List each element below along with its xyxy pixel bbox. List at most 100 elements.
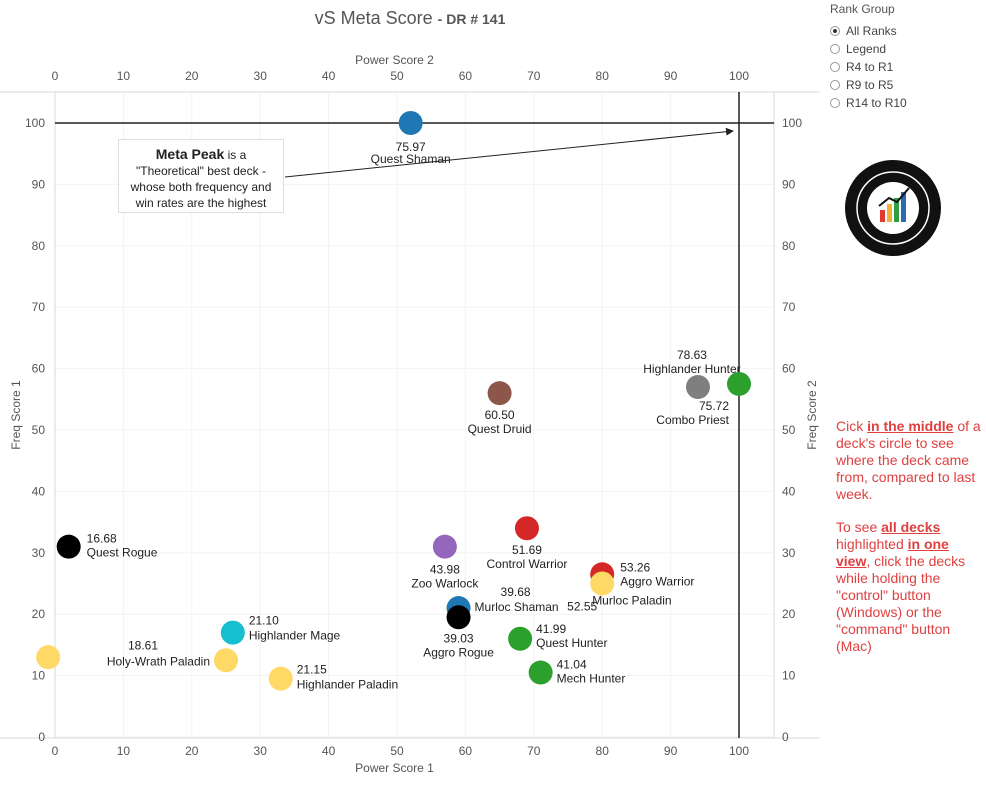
annotation-line2: "Theoretical" best deck - [136,164,266,178]
radio-icon[interactable] [830,26,840,36]
radio-icon[interactable] [830,44,840,54]
x-axis-title-bottom: Power Score 1 [355,761,434,775]
deck-score-label: 43.98 [430,563,460,577]
deck-name-label: Control Warrior [487,557,568,571]
rank-group-filter: Rank Group All Ranks Legend R4 to R1 R9 … [830,2,907,112]
y-tick-label-right: 80 [782,239,796,253]
radio-icon[interactable] [830,62,840,72]
y-tick-label-right: 100 [782,116,802,130]
deck-score-label: 41.04 [557,658,587,672]
deck-name-label: Combo Priest [656,413,729,427]
rank-option-r14-r10[interactable]: R14 to R10 [830,94,907,112]
instructions-paragraph-1: Cick in the middle of a deck's circle to… [836,418,986,503]
deck-name-label: Quest Rogue [87,546,158,560]
note-emphasis: all decks [881,519,941,535]
deck-name-label: Murloc Paladin [592,594,671,608]
annotation-bold: Meta Peak [155,146,225,162]
deck-point[interactable]: 18.61 Holy-Wrath Paladin [107,638,238,673]
y-tick-label-left: 60 [32,362,46,376]
note-text: To see [836,519,882,535]
chart-subtitle: - DR # 141 [437,11,506,27]
deck-circle[interactable] [514,516,539,541]
annotation-line3: whose both frequency and [130,180,272,194]
y-tick-label-right: 60 [782,362,796,376]
deck-circle[interactable] [214,648,238,673]
rank-option-label: R14 to R10 [846,96,907,110]
deck-score-label: 39.03 [444,631,474,645]
deck-score-label: 53.26 [620,560,650,574]
y-tick-label-right: 30 [782,546,796,560]
deck-score-label: 52.55 [567,600,597,614]
deck-circle[interactable] [590,571,615,596]
radio-icon[interactable] [830,80,840,90]
deck-circle[interactable] [685,375,710,400]
rank-option-label: Legend [846,42,887,56]
x-tick-label-bottom: 10 [117,744,131,758]
deck-circle[interactable] [508,626,533,651]
y-tick-label-right: 0 [782,730,789,744]
y-tick-label-left: 50 [32,423,46,437]
deck-name-label: Quest Druid [468,422,532,436]
meta-peak-arrow [284,127,734,178]
deck-circle[interactable] [268,666,293,691]
deck-circle[interactable] [398,111,423,135]
deck-name-label: Mech Hunter [557,672,626,686]
rank-option-r9-r5[interactable]: R9 to R5 [830,76,907,94]
deck-circle[interactable] [487,381,512,406]
x-tick-label-bottom: 20 [185,744,199,758]
y-tick-label-left: 80 [32,239,46,253]
x-tick-label-top: 50 [390,69,404,83]
rank-option-all-ranks[interactable]: All Ranks [830,22,907,40]
rank-option-label: R9 to R5 [846,78,894,92]
x-tick-label-bottom: 80 [596,744,610,758]
x-tick-label-top: 90 [664,69,678,83]
x-tick-label-top: 30 [254,69,268,83]
deck-point[interactable] [36,645,61,670]
y-tick-label-left: 40 [32,484,46,498]
deck-name-label: Quest Shaman [371,152,451,166]
y-tick-label-right: 90 [782,177,796,191]
deck-name-label: Quest Hunter [536,636,607,650]
deck-score-label: 51.69 [512,543,542,557]
rank-option-legend[interactable]: Legend [830,40,907,58]
x-tick-label-top: 20 [185,69,199,83]
deck-circle[interactable] [36,645,61,670]
x-tick-label-bottom: 50 [390,744,404,758]
deck-name-label: Murloc Shaman [475,600,559,614]
y-tick-label-right: 10 [782,669,796,683]
note-text: Cick [836,418,868,434]
deck-name-label: Highlander Hunter [643,362,740,376]
y-tick-label-left: 70 [32,300,46,314]
deck-circle[interactable] [220,620,245,645]
deck-score-label: 41.99 [536,622,566,636]
deck-name-label: Highlander Mage [249,629,341,643]
chart-title: vS Meta Score - DR # 141 [0,8,820,29]
deck-circle[interactable] [727,371,751,396]
deck-score-label: 18.61 [128,638,158,652]
deck-circle[interactable] [528,660,553,685]
deck-circle[interactable] [432,534,457,559]
deck-circle[interactable] [446,605,471,630]
rank-option-r4-r1[interactable]: R4 to R1 [830,58,907,76]
x-tick-label-bottom: 100 [729,744,749,758]
x-tick-label-bottom: 30 [254,744,268,758]
x-tick-label-top: 100 [729,69,749,83]
x-tick-label-bottom: 90 [664,744,678,758]
deck-circle[interactable] [56,534,81,559]
radio-icon[interactable] [830,98,840,108]
